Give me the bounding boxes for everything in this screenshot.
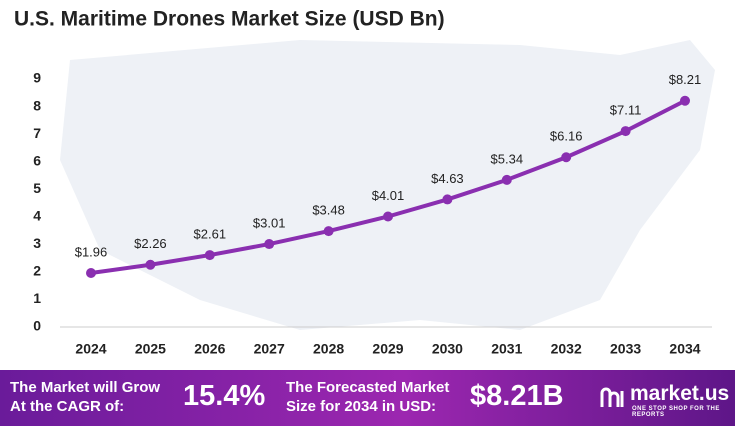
x-tick-label: 2031 bbox=[491, 341, 522, 357]
value-label: $8.21 bbox=[669, 72, 702, 87]
forecast-value: $8.21B bbox=[470, 380, 564, 412]
x-tick-label: 2024 bbox=[75, 341, 106, 357]
y-tick-label: 4 bbox=[33, 207, 41, 223]
value-label: $3.48 bbox=[312, 203, 345, 218]
x-tick-label: 2032 bbox=[551, 341, 582, 357]
footer: The Market will Grow At the CAGR of: 15.… bbox=[0, 370, 735, 426]
x-tick-label: 2028 bbox=[313, 341, 344, 357]
point bbox=[680, 95, 690, 106]
y-tick-label: 6 bbox=[33, 152, 41, 168]
map-background bbox=[60, 40, 715, 330]
value-label: $2.61 bbox=[194, 227, 227, 242]
x-tick-label: 2034 bbox=[669, 341, 700, 357]
cagr-line: At the CAGR of: bbox=[10, 398, 125, 415]
x-tick-label: 2030 bbox=[432, 341, 463, 357]
value-label: $4.63 bbox=[431, 171, 464, 186]
forecast-text: The Forecasted Market Size for 2034 in U… bbox=[286, 378, 449, 416]
value-label: $5.34 bbox=[491, 151, 524, 166]
forecast-line: The Forecasted Market bbox=[286, 379, 450, 396]
y-tick-label: 1 bbox=[33, 290, 41, 306]
value-label: $6.16 bbox=[550, 129, 583, 144]
cagr-value: 15.4% bbox=[183, 380, 266, 412]
chart: U.S. Maritime Drones Market Size (USD Bn… bbox=[14, 8, 715, 357]
x-tick-label: 2033 bbox=[610, 341, 641, 357]
point bbox=[204, 250, 215, 261]
point bbox=[383, 211, 393, 222]
point bbox=[561, 152, 572, 163]
point bbox=[501, 174, 512, 185]
y-tick-label: 9 bbox=[33, 70, 41, 86]
point bbox=[264, 239, 275, 250]
point bbox=[442, 194, 453, 205]
forecast-line: Size for 2034 in USD: bbox=[286, 398, 437, 415]
y-tick-label: 3 bbox=[33, 235, 41, 251]
logo-icon bbox=[600, 387, 624, 407]
y-tick-label: 2 bbox=[33, 263, 41, 279]
value-label: $1.96 bbox=[75, 244, 108, 259]
value-label: $2.26 bbox=[134, 236, 167, 251]
y-tick-label: 7 bbox=[33, 125, 41, 141]
value-label: $3.01 bbox=[253, 215, 286, 230]
y-tick-label: 0 bbox=[33, 318, 41, 334]
brand: market.us bbox=[630, 382, 730, 405]
y-tick-label: 5 bbox=[33, 180, 41, 196]
tagline: ONE STOP SHOP FOR THE REPORTS bbox=[632, 406, 720, 418]
cagr-line: The Market will Grow bbox=[10, 379, 161, 396]
x-tick-label: 2027 bbox=[254, 341, 285, 357]
point bbox=[620, 126, 631, 137]
point bbox=[323, 226, 334, 237]
cagr-text: The Market will Grow At the CAGR of: bbox=[10, 378, 160, 416]
value-label: $7.11 bbox=[610, 103, 642, 118]
x-tick-label: 2029 bbox=[372, 341, 403, 357]
x-tick-label: 2025 bbox=[135, 341, 166, 357]
x-tick-label: 2026 bbox=[194, 341, 225, 357]
point bbox=[145, 259, 156, 270]
value-label: $4.01 bbox=[372, 188, 405, 203]
point bbox=[86, 267, 96, 278]
y-tick-label: 8 bbox=[33, 97, 41, 113]
chart-title: U.S. Maritime Drones Market Size (USD Bn… bbox=[14, 8, 445, 31]
